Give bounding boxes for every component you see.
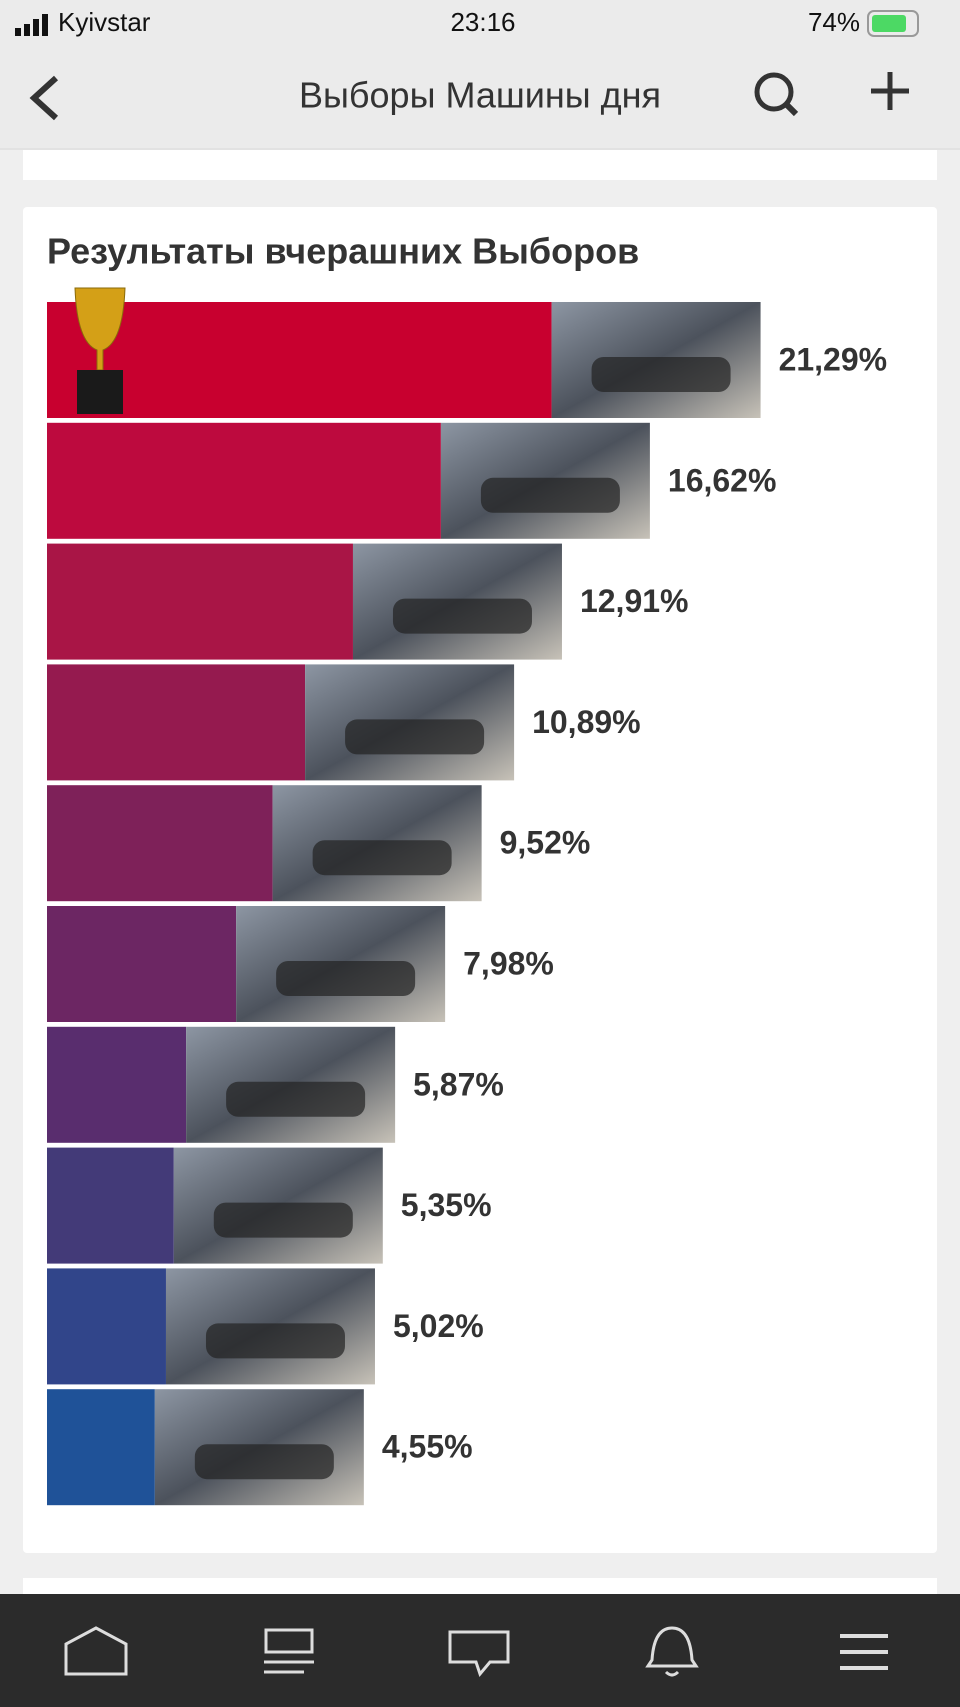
- bar: [47, 422, 441, 539]
- car-silhouette: [480, 477, 620, 513]
- car-silhouette: [276, 961, 416, 996]
- bar: [47, 543, 353, 660]
- bar: [47, 302, 552, 418]
- trophy-base: [77, 370, 123, 414]
- bar: [47, 1389, 155, 1506]
- value-label: 12,91%: [580, 583, 689, 619]
- battery-icon: [867, 10, 919, 37]
- tab-messages[interactable]: [448, 1630, 510, 1678]
- car-silhouette: [345, 719, 485, 755]
- battery-percent: 74%: [808, 7, 860, 37]
- car-silhouette: [213, 1202, 353, 1238]
- value-label: 9,52%: [500, 825, 591, 861]
- bar: [47, 1026, 187, 1143]
- value-label: 5,87%: [413, 1066, 504, 1102]
- car-silhouette: [226, 1081, 366, 1117]
- car-silhouette: [392, 598, 532, 634]
- value-label: 21,29%: [779, 341, 888, 377]
- bar: [47, 664, 306, 781]
- search-button[interactable]: [754, 72, 799, 117]
- signal-icon: [15, 14, 48, 36]
- car-silhouette: [312, 840, 452, 876]
- bar: [47, 1147, 174, 1264]
- bars: 21,29% 16,62% 12,91% 10,89% 9,52% 7,98% 5,87% 5…: [47, 287, 888, 1506]
- tab-home[interactable]: [64, 1626, 128, 1676]
- value-label: 4,55%: [382, 1429, 473, 1465]
- add-button[interactable]: [871, 72, 909, 110]
- clock: 23:16: [450, 7, 515, 37]
- chart-title: Результаты вчерашних Выборов: [47, 231, 639, 272]
- bar: [47, 785, 273, 902]
- header-bg: [0, 0, 960, 150]
- tab-bar: [0, 1594, 960, 1707]
- back-button[interactable]: [29, 75, 59, 121]
- car-silhouette: [205, 1323, 345, 1359]
- bar: [47, 1268, 166, 1385]
- tab-menu[interactable]: [840, 1634, 888, 1670]
- car-silhouette: [194, 1444, 334, 1480]
- prev-card: [23, 150, 937, 180]
- battery-fill: [872, 15, 906, 32]
- car-silhouette: [591, 357, 731, 392]
- bar: [47, 906, 237, 1022]
- carrier: Kyivstar: [58, 7, 151, 37]
- value-label: 16,62%: [668, 462, 777, 498]
- value-label: 5,35%: [401, 1187, 492, 1223]
- nav-title: Выборы Машины дня: [299, 75, 661, 116]
- tab-feed[interactable]: [264, 1628, 314, 1674]
- next-card: [23, 1578, 937, 1598]
- value-label: 10,89%: [532, 704, 641, 740]
- value-label: 7,98%: [463, 945, 554, 981]
- value-label: 5,02%: [393, 1308, 484, 1344]
- tab-notifications[interactable]: [645, 1626, 699, 1677]
